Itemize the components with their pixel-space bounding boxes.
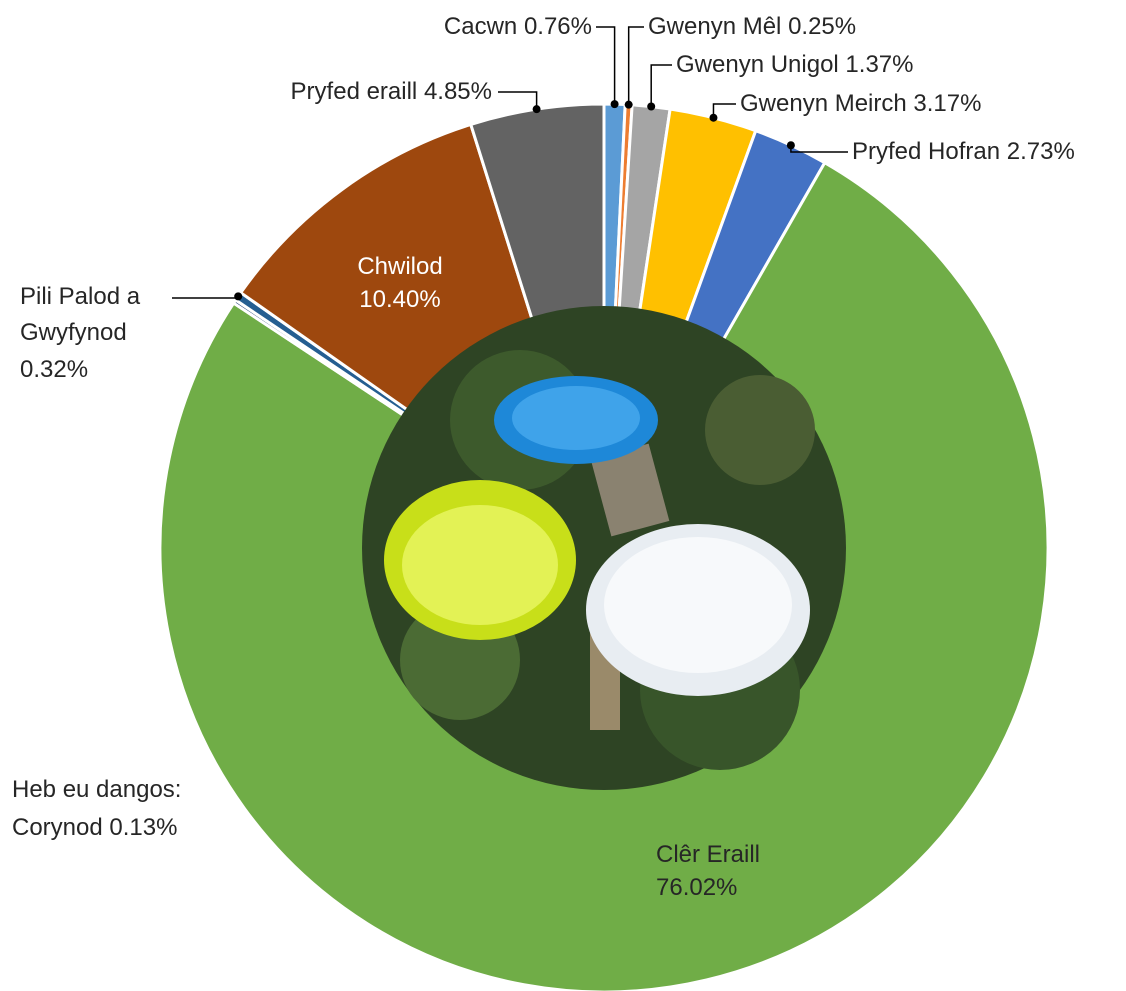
data-label: Pryfed Hofran 2.73%	[852, 133, 1075, 171]
data-label: Clêr Eraill 76.02%	[656, 838, 760, 904]
leader-dot	[647, 102, 656, 111]
value-label: 76.02%	[656, 874, 738, 901]
category-name: Gwenyn Meirch	[740, 90, 907, 117]
value-label: 4.85%	[423, 78, 492, 105]
category-name: Clêr Eraill	[656, 841, 761, 868]
value-label: 1.37%	[845, 51, 914, 78]
data-label: Heb eu dangos: Corynod 0.13%	[12, 771, 181, 847]
value-label: 10.40%	[359, 286, 441, 313]
category-name: Pryfed eraill	[290, 78, 418, 105]
leader-line	[596, 26, 616, 105]
value-label: 0.25%	[788, 13, 857, 40]
data-label: Chwilod 10.40%	[300, 250, 500, 316]
category-name: Gwenyn Unigol	[676, 51, 839, 78]
value-label: 2.73%	[1006, 138, 1075, 165]
category-name: Pili Palod a Gwyfynod	[20, 283, 141, 346]
value-label: 0.76%	[523, 13, 592, 40]
leader-dot	[709, 113, 718, 122]
annotation: Heb eu dangos:	[12, 776, 182, 803]
data-label: Gwenyn Meirch 3.17%	[740, 85, 981, 123]
leader-dot	[610, 100, 619, 109]
category-name: Pryfed Hofran	[852, 138, 1001, 165]
leader-dot	[532, 105, 541, 114]
leader-dot	[786, 141, 795, 150]
leader-dot	[234, 292, 243, 301]
data-label: Cacwn 0.76%	[444, 8, 592, 46]
category-name: Chwilod	[357, 253, 443, 280]
data-label: Gwenyn Unigol 1.37%	[676, 46, 913, 84]
leader-line	[650, 64, 672, 107]
leader-line	[172, 296, 239, 299]
leader-dot	[624, 100, 633, 109]
value-label: 0.32%	[20, 356, 89, 383]
leader-line	[627, 26, 644, 105]
data-label: Gwenyn Mêl 0.25%	[648, 8, 856, 46]
data-label: Pryfed eraill 4.85%	[291, 73, 492, 111]
data-label: Pili Palod a Gwyfynod 0.32%	[20, 279, 170, 389]
category-name: Gwenyn Mêl	[648, 13, 782, 40]
photo	[362, 306, 846, 790]
category-name: Corynod	[12, 814, 103, 841]
value-label: 0.13%	[109, 814, 178, 841]
category-name: Cacwn	[443, 13, 518, 40]
value-label: 3.17%	[913, 90, 982, 117]
leader-line	[498, 91, 538, 110]
leader-line	[712, 103, 736, 118]
